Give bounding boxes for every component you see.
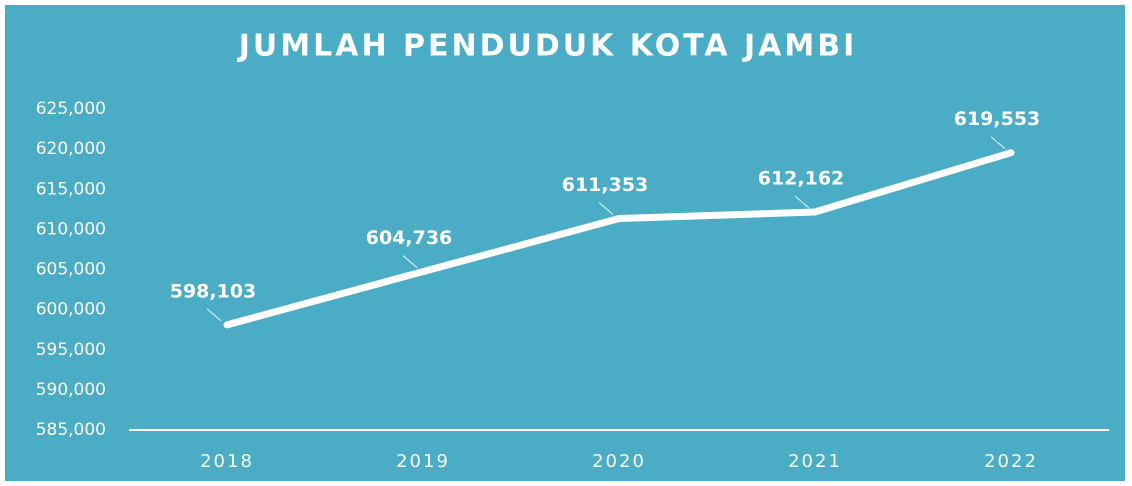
leader-line	[598, 202, 614, 215]
y-tick-label: 600,000	[36, 300, 106, 320]
leader-line	[402, 255, 418, 268]
chart-background	[5, 5, 1125, 481]
data-line	[223, 149, 1015, 329]
leader-line	[206, 308, 222, 322]
y-tick-label: 595,000	[36, 340, 106, 360]
data-label: 611,353	[562, 174, 649, 196]
x-tick-label: 2020	[592, 451, 646, 472]
data-label: 604,736	[366, 227, 453, 249]
x-tick-label: 2019	[396, 451, 450, 472]
y-tick-label: 615,000	[36, 179, 106, 199]
x-tick-label: 2018	[200, 451, 254, 472]
data-label: 598,103	[170, 280, 257, 302]
y-tick-label: 610,000	[36, 219, 106, 239]
x-tick-label: 2021	[788, 451, 842, 472]
chart-title: JUMLAH PENDUDUK KOTA JAMBI	[237, 29, 858, 64]
y-tick-label: 585,000	[36, 420, 106, 440]
data-label: 619,553	[954, 108, 1041, 130]
y-tick-label: 620,000	[36, 139, 106, 159]
leader-line	[990, 136, 1006, 150]
y-tick-label: 605,000	[36, 260, 106, 280]
y-tick-label: 625,000	[36, 99, 106, 119]
leader-line	[794, 195, 810, 209]
y-tick-label: 590,000	[36, 380, 106, 400]
x-tick-label: 2022	[984, 451, 1038, 472]
data-label: 612,162	[758, 168, 845, 190]
